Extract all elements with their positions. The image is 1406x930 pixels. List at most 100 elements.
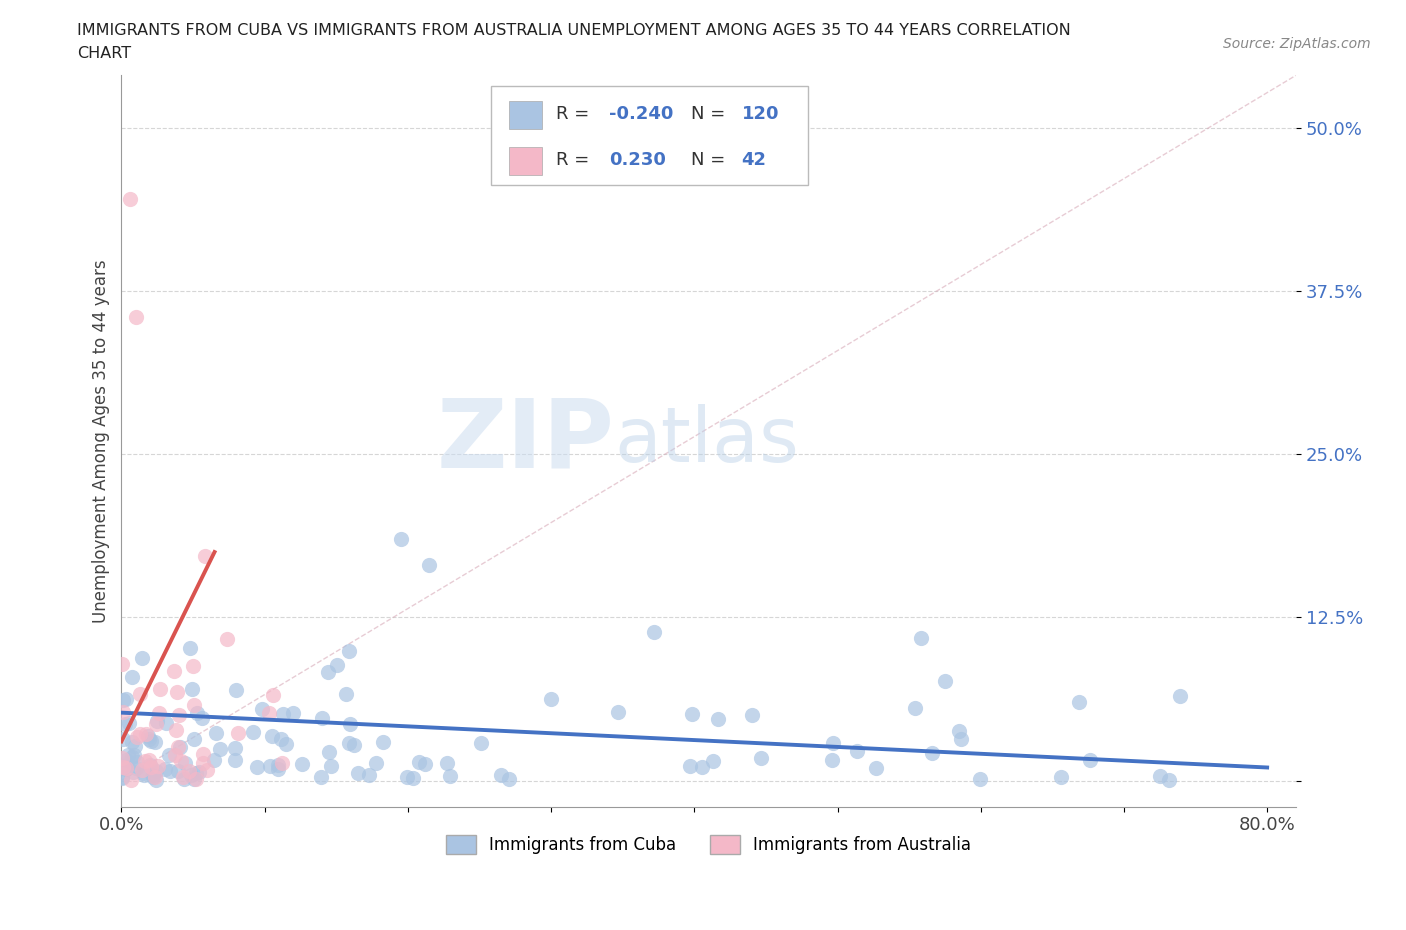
Point	[142, 767, 165, 782]
Point	[949, 731, 972, 746]
Point	[139, 733, 162, 748]
Point	[335, 687, 357, 702]
Point	[181, 658, 204, 673]
Point	[316, 665, 339, 680]
Point	[1049, 770, 1071, 785]
Point	[439, 769, 461, 784]
Point	[270, 756, 292, 771]
Point	[208, 742, 231, 757]
Point	[242, 725, 264, 740]
Point	[262, 728, 284, 743]
Point	[309, 769, 332, 784]
Text: 0.230: 0.230	[609, 151, 665, 169]
Point	[167, 707, 190, 722]
Point	[179, 764, 201, 778]
Point	[904, 700, 927, 715]
Point	[357, 767, 380, 782]
Point	[181, 682, 204, 697]
Point	[138, 732, 160, 747]
Point	[118, 193, 141, 207]
Point	[267, 762, 290, 777]
Point	[114, 761, 136, 776]
Point	[173, 756, 195, 771]
Text: IMMIGRANTS FROM CUBA VS IMMIGRANTS FROM AUSTRALIA UNEMPLOYMENT AMONG AGES 35 TO : IMMIGRANTS FROM CUBA VS IMMIGRANTS FROM …	[77, 23, 1071, 38]
Point	[311, 711, 333, 725]
Point	[146, 714, 169, 729]
Point	[318, 745, 340, 760]
Point	[678, 759, 700, 774]
Point	[180, 767, 202, 782]
Point	[148, 759, 170, 774]
Point	[134, 753, 156, 768]
Point	[257, 706, 280, 721]
Point	[121, 735, 143, 750]
FancyBboxPatch shape	[491, 86, 808, 185]
Point	[121, 670, 143, 684]
Point	[166, 739, 188, 754]
Point	[186, 772, 208, 787]
Point	[1157, 772, 1180, 787]
Point	[155, 762, 177, 777]
Point	[166, 684, 188, 699]
Point	[910, 631, 932, 645]
Point	[821, 753, 844, 768]
Point	[179, 641, 201, 656]
Text: N =: N =	[690, 105, 725, 123]
Point	[114, 762, 136, 777]
Point	[690, 760, 713, 775]
Point	[741, 707, 763, 722]
Point	[172, 770, 194, 785]
Point	[321, 758, 343, 773]
Point	[347, 765, 370, 780]
Point	[183, 698, 205, 712]
Point	[226, 726, 249, 741]
Point	[138, 752, 160, 767]
Point	[124, 739, 146, 754]
Point	[169, 739, 191, 754]
Y-axis label: Unemployment Among Ages 35 to 44 years: Unemployment Among Ages 35 to 44 years	[93, 259, 110, 623]
Point	[145, 764, 167, 778]
Point	[173, 772, 195, 787]
Text: -0.240: -0.240	[609, 105, 673, 123]
Point	[418, 558, 440, 573]
Point	[205, 725, 228, 740]
Point	[202, 752, 225, 767]
Point	[948, 724, 970, 738]
Point	[267, 757, 290, 772]
Legend: Immigrants from Cuba, Immigrants from Australia: Immigrants from Cuba, Immigrants from Au…	[440, 828, 977, 860]
Point	[125, 754, 148, 769]
Point	[193, 755, 215, 770]
Point	[846, 744, 869, 759]
Point	[271, 706, 294, 721]
Point	[821, 736, 844, 751]
Point	[125, 729, 148, 744]
Point	[339, 717, 361, 732]
Point	[132, 765, 155, 780]
Point	[163, 748, 186, 763]
Text: R =: R =	[555, 105, 589, 123]
Point	[681, 706, 703, 721]
Point	[145, 773, 167, 788]
Point	[114, 691, 136, 706]
Point	[121, 750, 143, 764]
Point	[131, 763, 153, 777]
Point	[262, 688, 284, 703]
Point	[606, 704, 628, 719]
Point	[702, 753, 724, 768]
Point	[117, 748, 139, 763]
Point	[326, 658, 349, 672]
Point	[122, 748, 145, 763]
Point	[157, 747, 180, 762]
Point	[128, 687, 150, 702]
Point	[707, 711, 730, 726]
Point	[1149, 769, 1171, 784]
Point	[142, 769, 165, 784]
Point	[148, 706, 170, 721]
Point	[111, 769, 134, 784]
Point	[395, 770, 418, 785]
Point	[413, 757, 436, 772]
Point	[139, 758, 162, 773]
Point	[120, 772, 142, 787]
Point	[149, 682, 172, 697]
Point	[183, 732, 205, 747]
